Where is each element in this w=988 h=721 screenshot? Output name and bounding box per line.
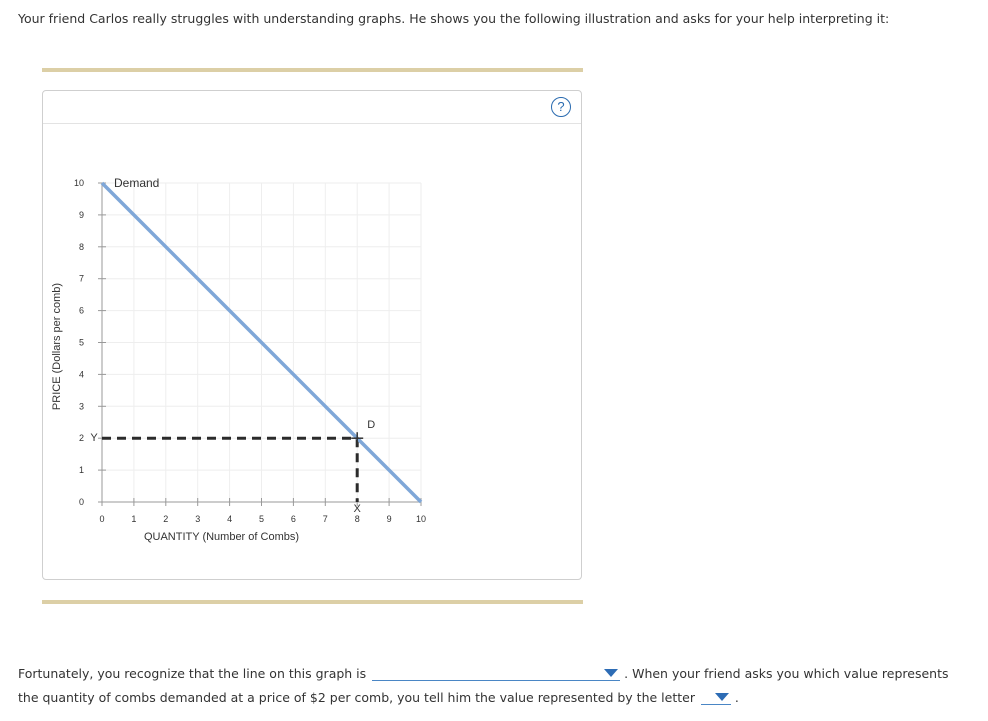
chevron-down-icon	[714, 693, 729, 701]
x-tick-label: 9	[387, 514, 392, 524]
x-tick-label: 8	[355, 514, 360, 524]
panel-header: ?	[43, 91, 581, 124]
point-label-d: D	[367, 419, 375, 431]
y-tick-label: 9	[79, 210, 84, 220]
letter-dropdown[interactable]	[700, 688, 731, 705]
x-tick-label: 7	[323, 514, 328, 524]
x-tick-label: 0	[99, 514, 104, 524]
y-tick-label: 5	[79, 338, 84, 348]
y-tick-label: 2	[79, 433, 84, 443]
x-tick-label: 10	[416, 514, 426, 524]
y-tick-label: 3	[79, 401, 84, 411]
question-text-1: Fortunately, you recognize that the line…	[18, 666, 367, 681]
y-tick-label: 8	[79, 242, 84, 252]
chevron-down-icon	[604, 669, 619, 677]
y-tick-label: 7	[79, 274, 84, 284]
x-tick-label: 6	[291, 514, 296, 524]
intro-text: Your friend Carlos really struggles with…	[18, 11, 890, 26]
x-tick-label: 5	[259, 514, 264, 524]
top-divider	[42, 68, 583, 72]
series-label-demand: Demand	[114, 176, 159, 190]
point-label-x: X	[354, 503, 362, 515]
x-axis-label: QUANTITY (Number of Combs)	[144, 531, 299, 543]
demand-line	[100, 181, 423, 504]
y-tick-label: 1	[79, 465, 84, 475]
y-tick-label: 10	[74, 178, 84, 188]
question-text-4: .	[734, 690, 739, 705]
help-icon[interactable]: ?	[551, 97, 571, 117]
x-tick-label: 2	[163, 514, 168, 524]
graph-panel: ?	[42, 90, 582, 580]
point-label-y: Y	[90, 432, 98, 444]
y-tick-label: 4	[79, 369, 84, 379]
question-line-1: Fortunately, you recognize that the line…	[18, 664, 949, 681]
bottom-divider	[42, 600, 583, 604]
line-type-dropdown[interactable]	[372, 664, 621, 681]
y-tick-label: 0	[79, 497, 84, 507]
x-tick-label: 3	[195, 514, 200, 524]
x-tick-label: 1	[131, 514, 136, 524]
y-tick-label: 6	[79, 306, 84, 316]
x-tick-label: 4	[227, 514, 232, 524]
y-axis-label: PRICE (Dollars per comb)	[51, 283, 63, 410]
question-text-2: . When your friend asks you which value …	[624, 666, 949, 681]
question-line-2: the quantity of combs demanded at a pric…	[18, 688, 739, 705]
question-text-3: the quantity of combs demanded at a pric…	[18, 690, 695, 705]
